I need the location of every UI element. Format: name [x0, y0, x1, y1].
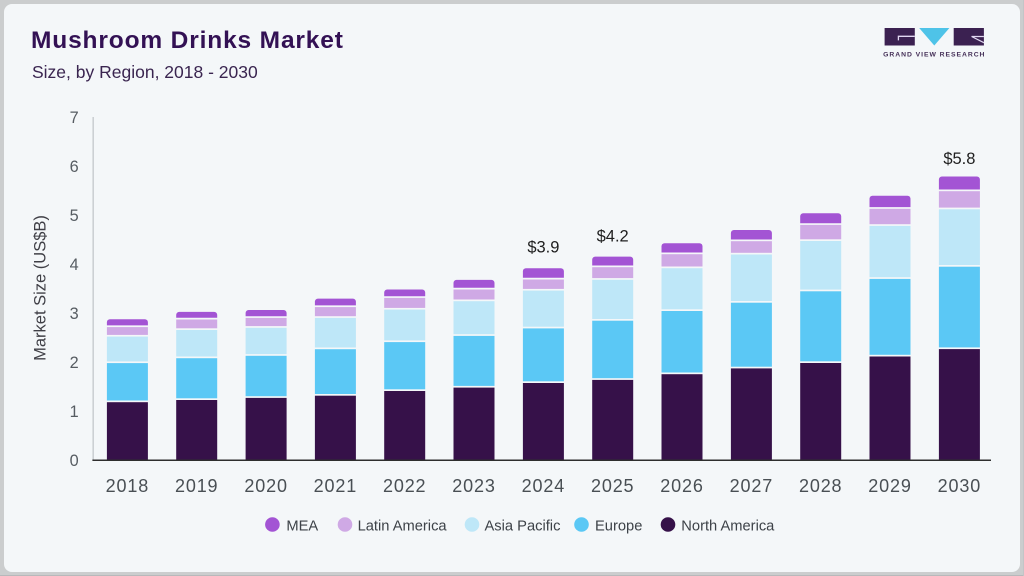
svg-text:1: 1 — [70, 403, 79, 421]
svg-text:3: 3 — [70, 305, 79, 323]
svg-text:MEA: MEA — [286, 518, 318, 534]
svg-text:2020: 2020 — [244, 476, 287, 496]
svg-text:2019: 2019 — [175, 476, 218, 496]
svg-text:2023: 2023 — [452, 476, 495, 496]
svg-text:$4.2: $4.2 — [597, 228, 629, 246]
svg-text:2022: 2022 — [383, 476, 426, 496]
svg-text:GRAND VIEW RESEARCH: GRAND VIEW RESEARCH — [883, 52, 985, 59]
svg-text:2027: 2027 — [730, 476, 773, 496]
svg-text:2018: 2018 — [106, 476, 149, 496]
svg-text:Asia Pacific: Asia Pacific — [485, 518, 561, 534]
svg-text:7: 7 — [70, 109, 79, 127]
svg-text:North America: North America — [681, 518, 775, 534]
svg-text:Market Size (US$B): Market Size (US$B) — [32, 215, 50, 361]
svg-text:5: 5 — [70, 207, 79, 225]
svg-text:$3.9: $3.9 — [527, 239, 559, 257]
svg-text:0: 0 — [70, 452, 79, 470]
svg-text:Latin America: Latin America — [358, 518, 448, 534]
svg-text:Europe: Europe — [595, 518, 642, 534]
svg-text:2030: 2030 — [938, 476, 981, 496]
svg-text:2: 2 — [70, 354, 79, 372]
svg-text:2025: 2025 — [591, 476, 634, 496]
svg-text:2029: 2029 — [868, 476, 911, 496]
svg-text:2026: 2026 — [660, 476, 703, 496]
svg-text:4: 4 — [70, 256, 79, 274]
svg-text:$5.8: $5.8 — [943, 150, 975, 168]
svg-text:2024: 2024 — [522, 476, 565, 496]
svg-text:2028: 2028 — [799, 476, 842, 496]
svg-text:2021: 2021 — [314, 476, 357, 496]
svg-text:6: 6 — [70, 158, 79, 176]
